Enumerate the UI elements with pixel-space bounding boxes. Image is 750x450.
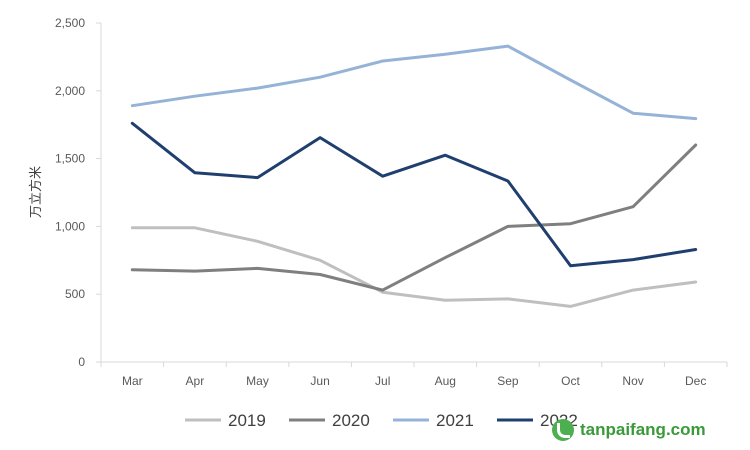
y-axis: 0 500 1,000 1,500 2,000 2,500 <box>55 16 102 369</box>
y-tick-label: 1,000 <box>55 219 85 233</box>
x-tick-label: Sep <box>497 374 519 388</box>
series-line-2021 <box>130 44 698 121</box>
x-tick-label: Dec <box>685 374 706 388</box>
leaf-logo-icon <box>552 419 574 441</box>
legend-label-2021: 2021 <box>436 411 474 430</box>
watermark-text: tanpaifang.com <box>580 420 706 439</box>
y-tick-label: 1,500 <box>55 152 85 166</box>
x-tick-label: Apr <box>186 374 205 388</box>
x-tick-label: Jul <box>375 374 390 388</box>
x-tick-label: Oct <box>561 374 580 388</box>
watermark: tanpaifang.com <box>552 414 748 446</box>
y-axis-label: 万立方米 <box>28 166 44 218</box>
y-tick-label: 2,500 <box>55 16 85 30</box>
x-tick-label: Jun <box>310 374 329 388</box>
series-layer <box>130 44 698 308</box>
legend: 2019202020212022 <box>185 411 578 430</box>
y-tick-label: 0 <box>78 355 85 369</box>
x-tick-label: May <box>246 374 269 388</box>
y-tick-label: 2,000 <box>55 84 85 98</box>
series-line-2022 <box>130 121 698 268</box>
y-tick-label: 500 <box>65 287 85 301</box>
legend-label-2019: 2019 <box>228 411 266 430</box>
series-line-2020 <box>130 143 698 292</box>
x-axis: Mar Apr May Jun Jul Aug Sep Oct Nov Dec <box>100 361 728 388</box>
series-line-2019 <box>130 226 698 308</box>
x-tick-label: Mar <box>122 374 143 388</box>
legend-label-2020: 2020 <box>332 411 370 430</box>
x-tick-label: Aug <box>435 374 456 388</box>
x-tick-label: Nov <box>622 374 643 388</box>
